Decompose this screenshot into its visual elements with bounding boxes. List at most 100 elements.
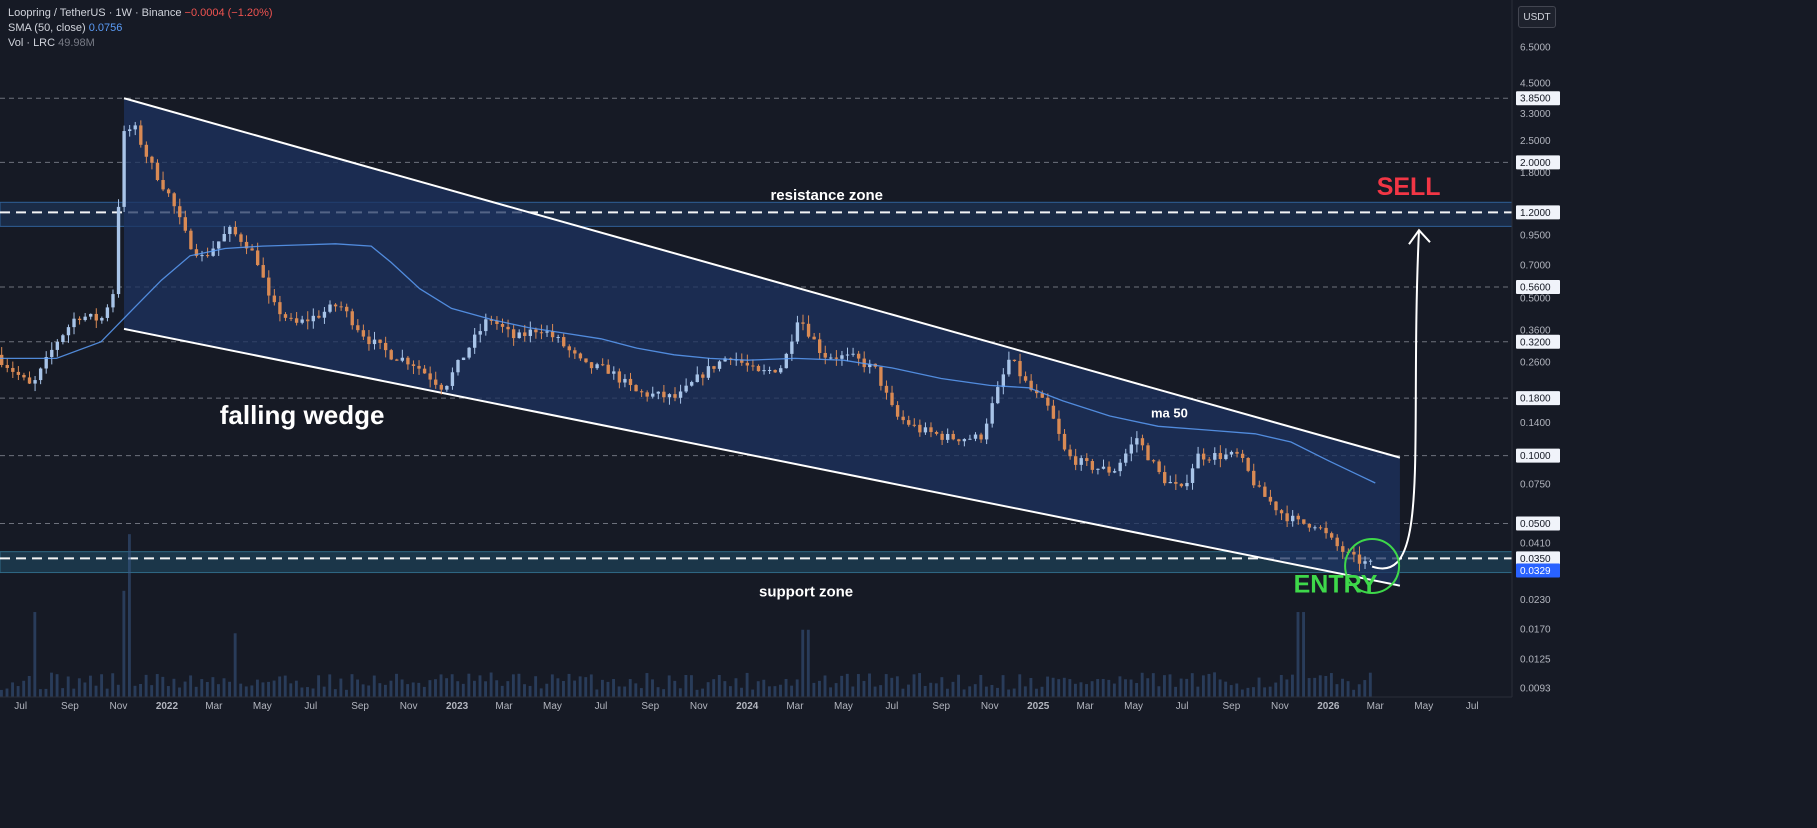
candle-body	[467, 347, 471, 358]
time-tick-label: Sep	[351, 701, 369, 712]
candle-body	[851, 353, 855, 355]
volume-bar	[840, 675, 844, 697]
candle-body	[940, 433, 944, 440]
volume-bar	[322, 686, 326, 697]
volume-bar	[1007, 689, 1011, 697]
volume-bar	[945, 688, 949, 697]
volume-bar	[756, 681, 760, 697]
volume-bar	[923, 686, 927, 697]
candle-body	[311, 315, 315, 322]
sell-label: SELL	[1377, 173, 1441, 201]
candle-body	[968, 438, 972, 440]
price-tick-label: 0.7000	[1520, 261, 1551, 272]
volume-bar	[1140, 672, 1144, 697]
candle-body	[1073, 456, 1078, 465]
candle-body	[1101, 466, 1106, 469]
volume-bar	[289, 683, 293, 697]
volume-bar	[472, 680, 476, 697]
currency-button[interactable]: USDT	[1518, 6, 1556, 28]
candle-body	[1118, 462, 1122, 472]
volume-bar	[1196, 686, 1200, 697]
legend-volume-row[interactable]: Vol · LRC 49.98M	[8, 36, 273, 51]
volume-bar	[728, 686, 732, 697]
time-tick-label: Sep	[932, 701, 950, 712]
candle-body	[979, 434, 983, 440]
candle-body	[584, 358, 588, 363]
candle-body	[228, 226, 232, 235]
volume-bar	[690, 675, 693, 697]
candle-body	[662, 391, 666, 398]
volume-bar	[389, 680, 393, 697]
volume-bar	[11, 682, 14, 697]
volume-bar	[1329, 673, 1333, 697]
candle-body	[1107, 466, 1111, 473]
price-tick-label: 0.2600	[1520, 358, 1551, 369]
candle-body	[1035, 389, 1039, 394]
lrc-usdt-weekly-chart[interactable]: resistance zone support zone falling wedge…	[0, 0, 1568, 715]
candle-body	[61, 335, 65, 343]
volume-bar	[484, 681, 487, 697]
resistance-zone-label: resistance zone	[770, 187, 883, 204]
volume-bar	[868, 673, 871, 697]
volume-bar	[979, 674, 983, 697]
volume-bar	[745, 672, 749, 697]
price-level-tag-label: 0.1000	[1520, 451, 1551, 462]
candle-body	[790, 341, 794, 354]
time-tick-label: May	[834, 701, 853, 712]
candle-body	[1001, 374, 1006, 388]
volume-bar	[1174, 686, 1178, 697]
candle-body	[1318, 527, 1323, 529]
candle-body	[361, 330, 366, 337]
candle-body	[278, 302, 282, 315]
candle-body	[345, 306, 349, 312]
volume-bar	[1190, 673, 1194, 697]
volume-bar	[250, 685, 254, 697]
volume-bar	[94, 685, 98, 697]
candle-body	[1029, 380, 1033, 390]
candle-body	[1352, 551, 1356, 555]
volume-bar	[1207, 673, 1211, 697]
volume-bar	[111, 673, 115, 697]
candle-body	[589, 362, 594, 369]
volume-bar	[461, 683, 465, 697]
candle-body	[556, 337, 560, 339]
volume-bar	[161, 676, 165, 697]
volume-bar	[434, 679, 437, 697]
price-level-tag-label: 3.8500	[1520, 94, 1551, 105]
volume-bar	[589, 674, 593, 697]
volume-bar	[367, 685, 371, 697]
volume-bar	[150, 685, 154, 697]
candle-body	[667, 394, 672, 398]
volume-bar	[1313, 677, 1317, 697]
candle-body	[94, 313, 98, 321]
candle-body	[1196, 453, 1200, 469]
volume-bar	[267, 681, 270, 697]
volume-bar	[873, 686, 877, 697]
volume-bar	[1151, 673, 1155, 697]
volume-bar	[1246, 687, 1250, 697]
candle-body	[339, 306, 343, 308]
candle-body	[1263, 486, 1267, 497]
volume-bar	[1218, 679, 1222, 697]
volume-bar	[5, 688, 9, 697]
time-tick-label: Mar	[786, 701, 804, 712]
candle-body	[189, 230, 193, 250]
candle-body	[801, 322, 805, 324]
current-price-tag-label: 0.0329	[1520, 566, 1551, 577]
volume-bar	[1146, 678, 1150, 697]
candle-body	[1146, 445, 1150, 461]
volume-bar	[66, 676, 70, 697]
price-level-tag	[1516, 155, 1560, 170]
volume-bar	[22, 680, 26, 697]
candle-body	[478, 331, 482, 335]
candle-body	[1207, 459, 1211, 461]
volume-bar	[333, 689, 337, 697]
legend-sma-row[interactable]: SMA (50, close) 0.0756	[8, 21, 273, 36]
volume-bar	[33, 612, 37, 697]
volume-bar	[578, 676, 582, 697]
candle-body	[1335, 537, 1339, 547]
candle-body	[261, 265, 265, 278]
candle-body	[1062, 433, 1067, 450]
candle-body	[144, 144, 149, 157]
symbol-title[interactable]: Loopring / TetherUS · 1W · Binance	[8, 7, 182, 19]
